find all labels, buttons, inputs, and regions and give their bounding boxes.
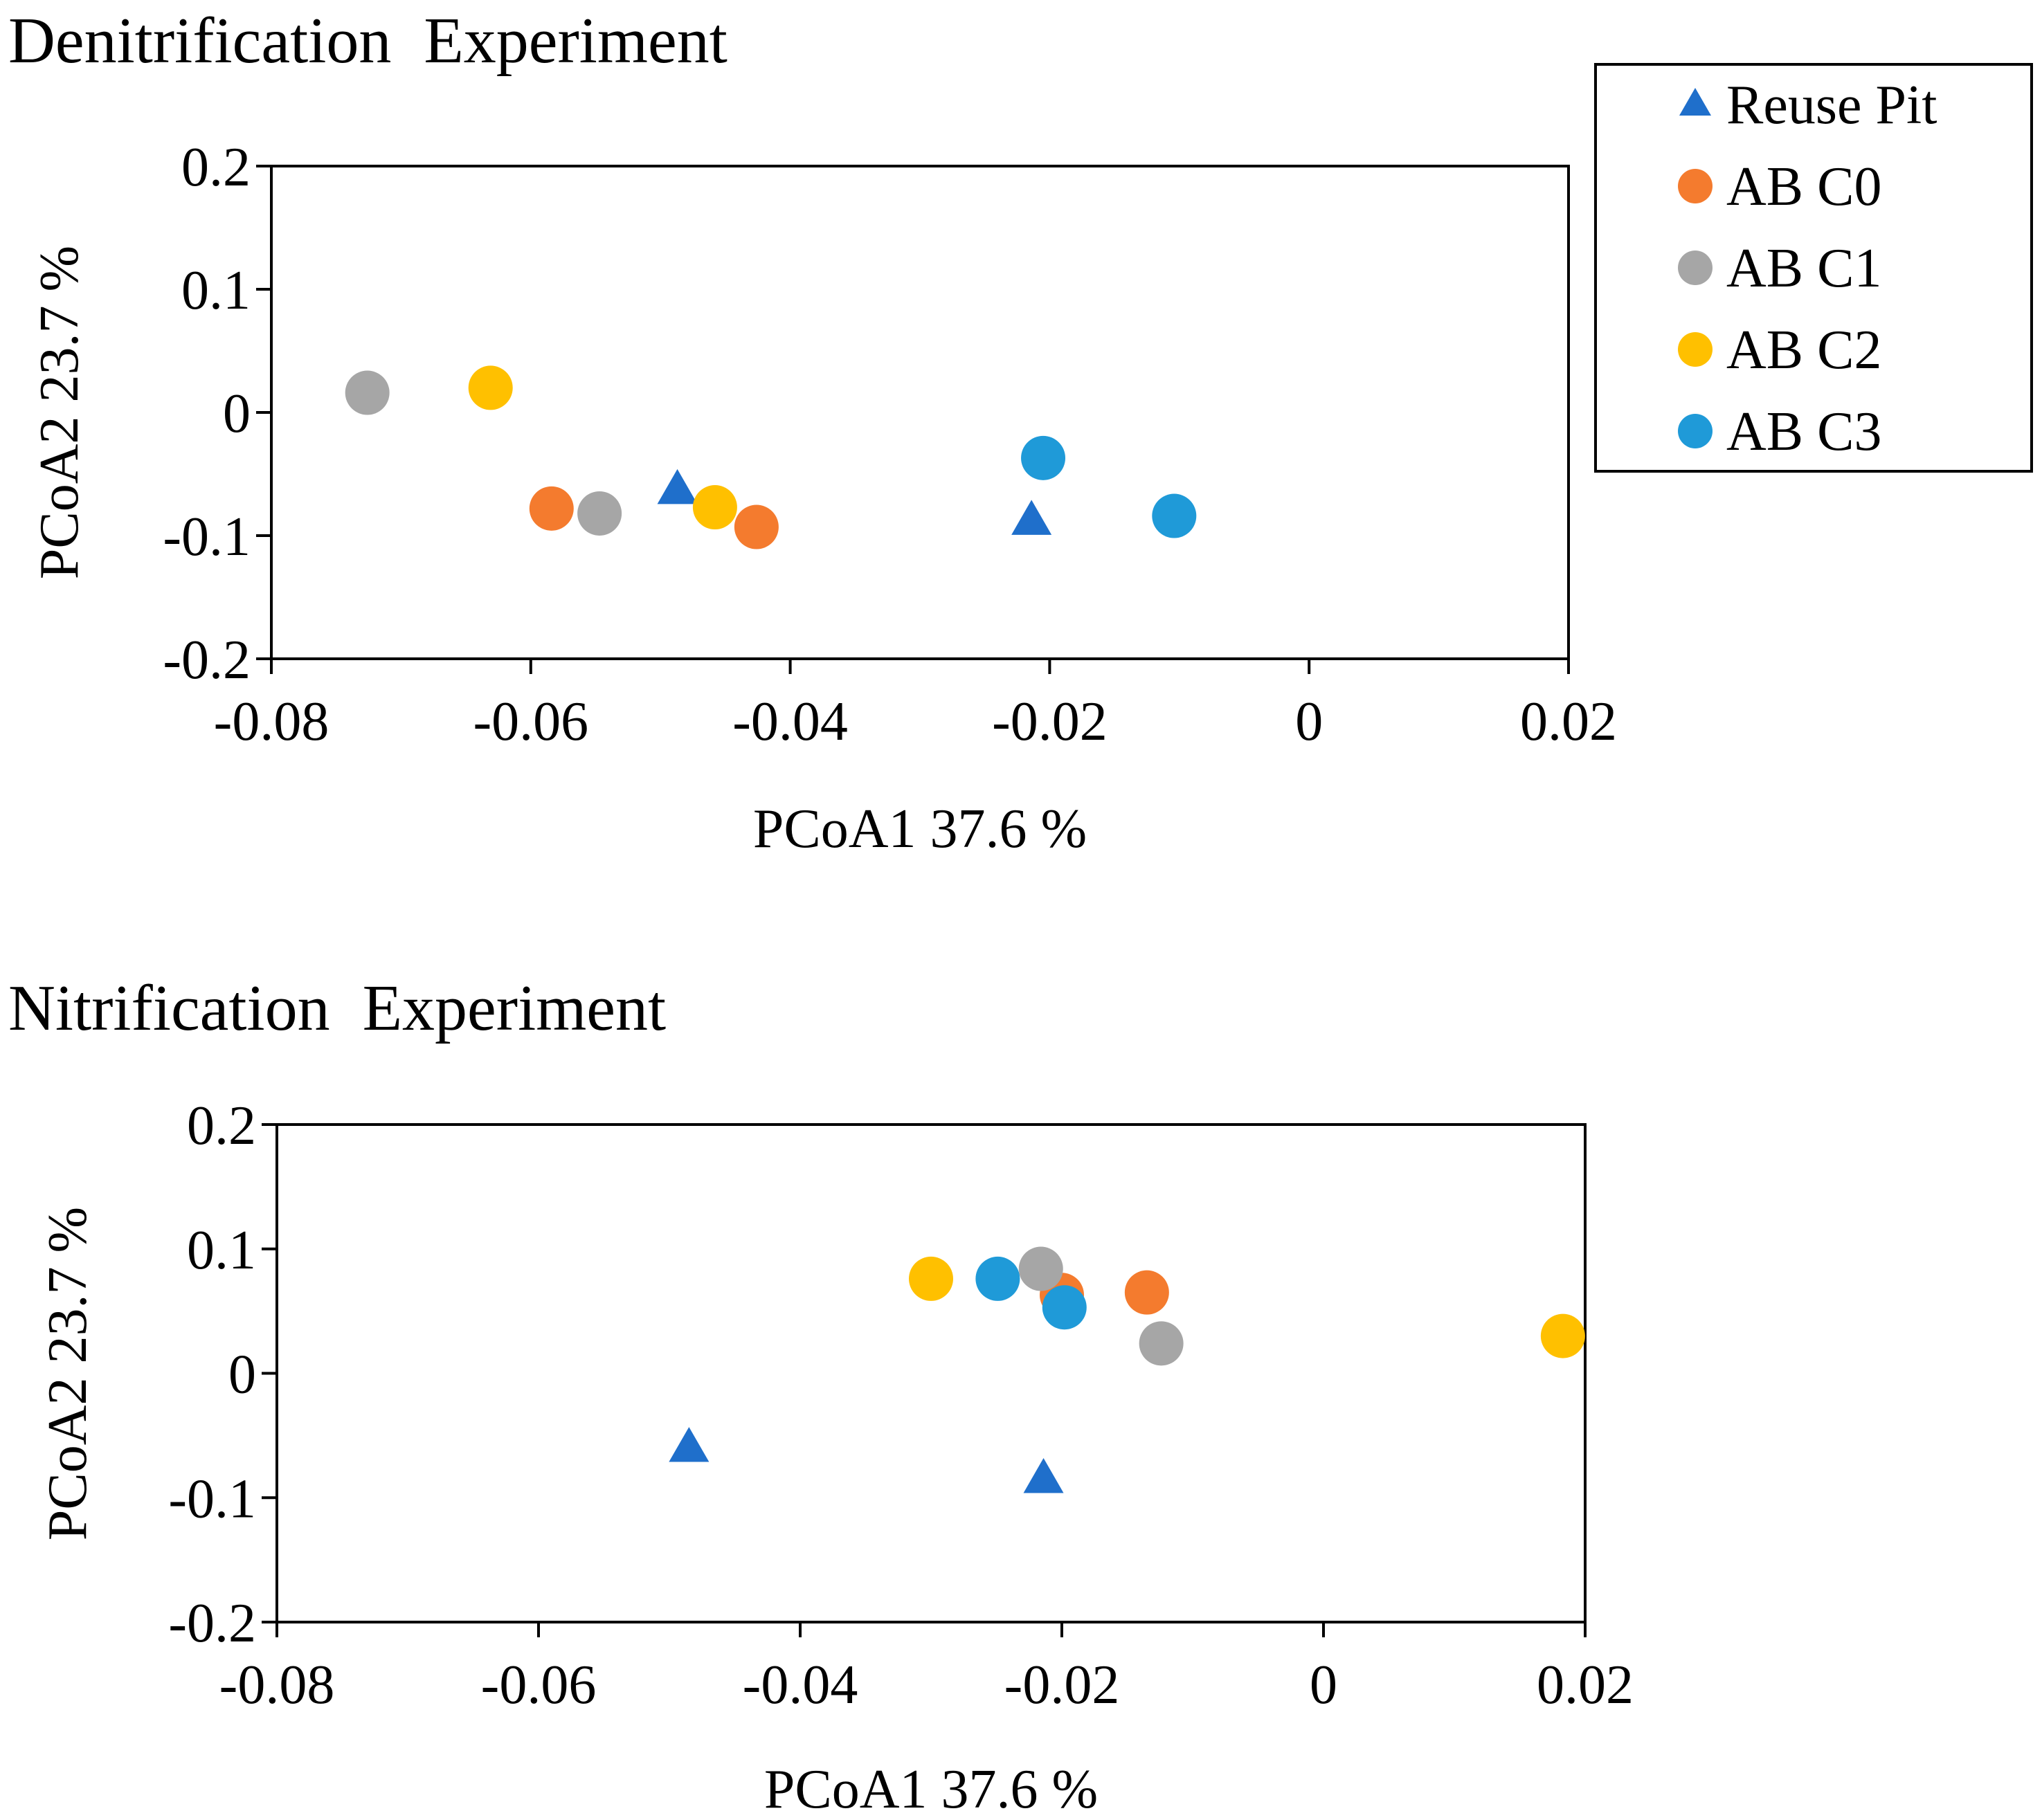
x-tick-label: 0	[1295, 691, 1323, 752]
x-axis: -0.08 -0.06 -0.04 -0.02 0 0.02	[214, 659, 1617, 752]
chart-nitrification: Nitrification Experiment -0.2 -0.1 0 0.1 0.2…	[8, 972, 1634, 1820]
y-tick-label: -0.2	[163, 630, 251, 691]
point-ab-c2	[692, 485, 737, 530]
point-ab-c3	[1042, 1285, 1087, 1330]
point-ab-c2	[909, 1256, 953, 1301]
x-axis: -0.08 -0.06 -0.04 -0.02 0 0.02	[219, 1622, 1634, 1716]
y-tick-label: 0	[223, 383, 251, 444]
data-points	[669, 1246, 1585, 1493]
point-ab-c0	[529, 486, 574, 531]
plot-area-frame	[270, 165, 1570, 660]
y-tick-label: 0.2	[181, 137, 251, 198]
point-ab-c1	[577, 491, 622, 536]
point-ab-c3	[1021, 435, 1066, 480]
legend-marker-ab-c0	[1678, 169, 1713, 203]
point-ab-c2	[468, 365, 513, 410]
x-axis-label: PCoA1 37.6 %	[764, 1759, 1098, 1820]
y-tick-label: 0.2	[187, 1095, 256, 1156]
x-tick-label: -0.06	[481, 1655, 597, 1716]
chart-title: Denitrification Experiment	[8, 5, 728, 77]
point-ab-c3	[975, 1256, 1020, 1301]
y-axis: -0.2 -0.1 0 0.1 0.2	[168, 1095, 277, 1654]
x-tick-label: -0.06	[473, 691, 588, 752]
point-reuse-pit	[669, 1427, 710, 1462]
legend-label: AB C2	[1726, 320, 1882, 381]
x-tick-label: -0.02	[1004, 1655, 1120, 1716]
chart-denitrification: Denitrification Experiment -0.2 -0.1 0 0.1 0…	[8, 5, 1617, 859]
point-reuse-pit	[1011, 500, 1052, 535]
point-ab-c1	[1139, 1321, 1184, 1366]
data-points	[345, 365, 1197, 549]
y-tick-label: -0.1	[163, 507, 251, 567]
legend-marker-ab-c3	[1678, 414, 1713, 448]
y-tick-label: 0	[228, 1345, 256, 1405]
point-reuse-pit	[1023, 1458, 1064, 1493]
y-axis: -0.2 -0.1 0 0.1 0.2	[163, 137, 271, 691]
point-ab-c2	[1540, 1313, 1585, 1358]
legend-marker-ab-c1	[1678, 251, 1713, 285]
point-reuse-pit	[657, 468, 698, 504]
chart-title: Nitrification Experiment	[8, 972, 666, 1044]
legend-marker-reuse-pit	[1679, 87, 1711, 116]
legend: Reuse Pit AB C0 AB C1 AB C2 AB C3	[1594, 63, 2033, 473]
point-ab-c1	[1018, 1246, 1063, 1291]
y-axis-label: PCoA2 23.7 %	[29, 246, 90, 579]
y-tick-label: -0.2	[168, 1593, 256, 1654]
point-ab-c0	[1124, 1270, 1169, 1315]
x-tick-label: 0.02	[1520, 691, 1617, 752]
x-axis-label: PCoA1 37.6 %	[753, 799, 1087, 859]
x-tick-label: 0.02	[1537, 1655, 1634, 1716]
x-tick-label: -0.04	[743, 1655, 858, 1716]
x-tick-label: 0	[1310, 1655, 1337, 1716]
legend-label: AB C1	[1726, 238, 1882, 299]
y-axis-label: PCoA2 23.7 %	[37, 1207, 98, 1540]
point-ab-c0	[734, 504, 779, 549]
point-ab-c3	[1152, 493, 1197, 538]
y-tick-label: 0.1	[181, 260, 251, 321]
x-tick-label: -0.02	[992, 691, 1108, 752]
legend-marker-ab-c2	[1678, 332, 1713, 367]
y-tick-label: 0.1	[187, 1220, 256, 1281]
legend-box	[1594, 63, 2033, 473]
y-tick-label: -0.1	[168, 1468, 256, 1529]
legend-label: AB C3	[1726, 401, 1882, 462]
legend-label: Reuse Pit	[1726, 75, 1937, 136]
x-tick-label: -0.08	[219, 1655, 335, 1716]
x-tick-label: -0.04	[732, 691, 848, 752]
x-tick-label: -0.08	[214, 691, 329, 752]
point-ab-c1	[345, 370, 390, 415]
plot-area-frame	[275, 1123, 1587, 1623]
legend-label: AB C0	[1726, 156, 1882, 217]
